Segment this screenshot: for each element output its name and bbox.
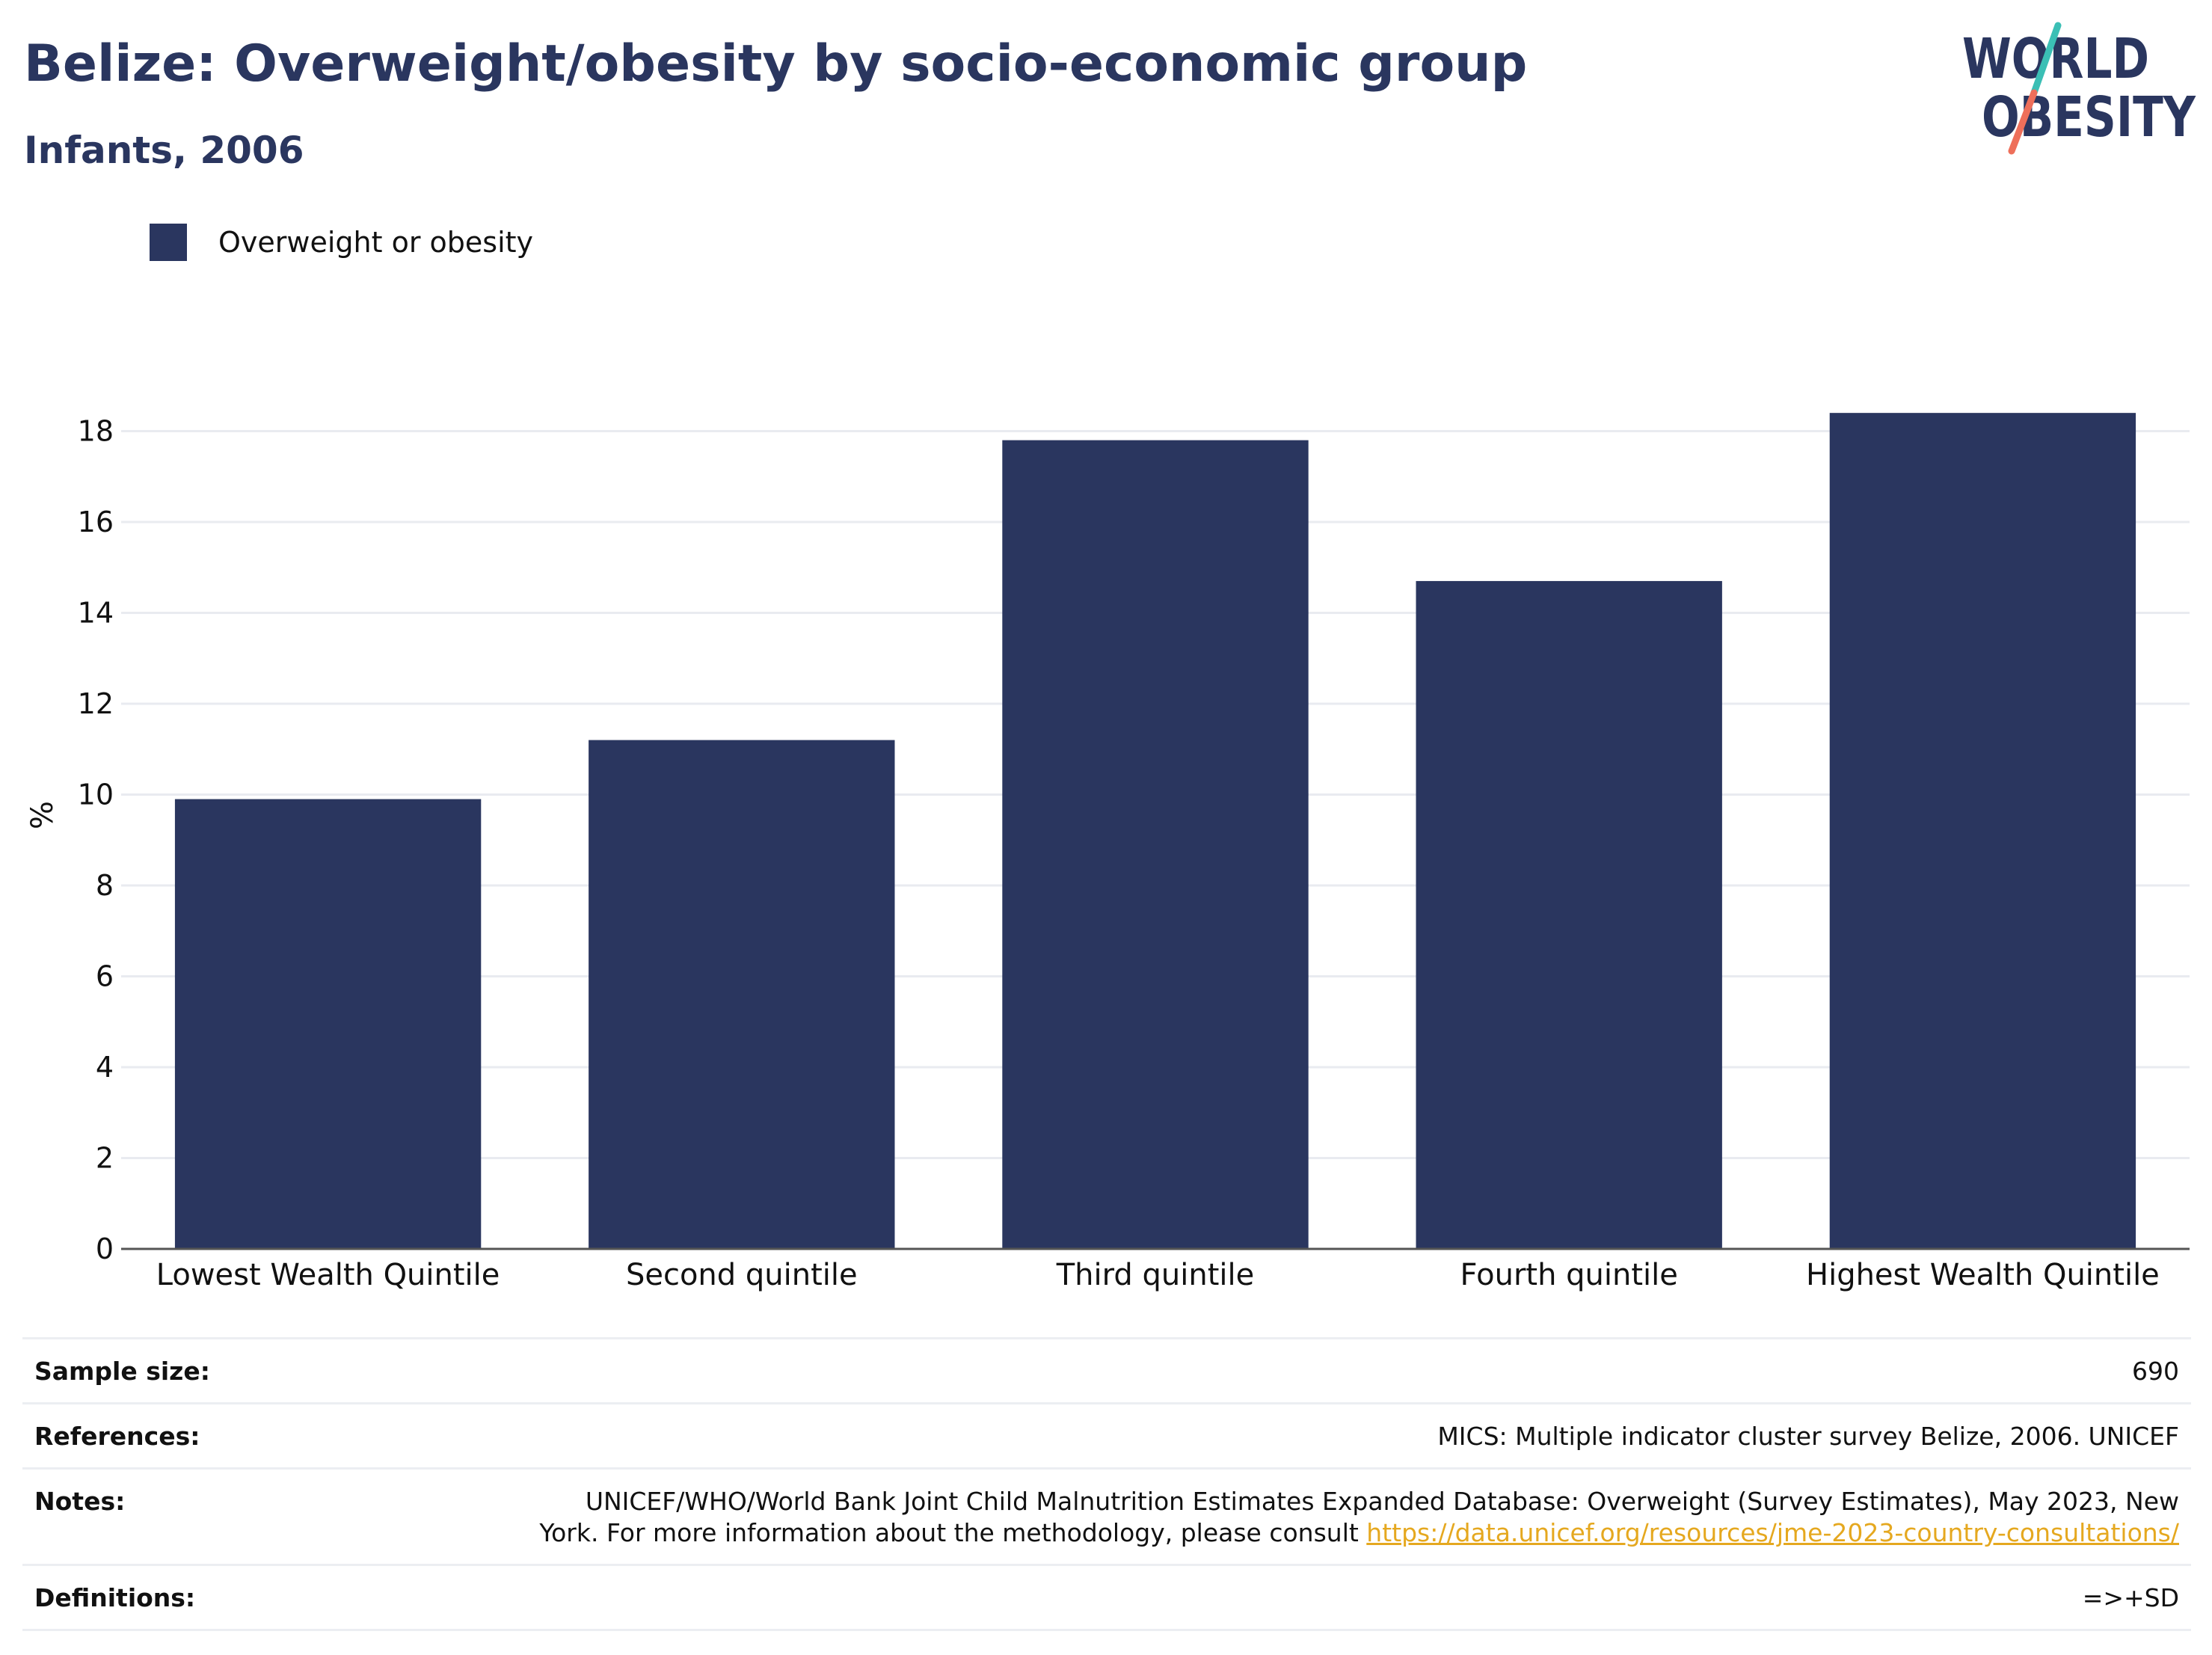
x-tick-label: Highest Wealth Quintile (1806, 1258, 2160, 1292)
metadata-table: Sample size: 690 References: MICS: Multi… (22, 1337, 2191, 1631)
y-tick-label: 2 (96, 1141, 114, 1174)
references-label: References: (34, 1422, 200, 1451)
references-value: MICS: Multiple indicator cluster survey … (1437, 1422, 2179, 1451)
y-tick-label: 12 (78, 687, 114, 720)
bar[interactable] (589, 740, 895, 1249)
x-tick-label: Lowest Wealth Quintile (156, 1258, 500, 1292)
sample-size-value: 690 (2132, 1357, 2179, 1386)
y-tick-label: 16 (78, 506, 114, 538)
sample-size-label: Sample size: (34, 1357, 210, 1386)
bar[interactable] (1829, 413, 2136, 1249)
references-row: References: MICS: Multiple indicator clu… (22, 1404, 2191, 1470)
y-tick-label: 10 (78, 778, 114, 811)
notes-value: UNICEF/WHO/World Bank Joint Child Malnut… (304, 1486, 2179, 1549)
chart-legend[interactable]: Overweight or obesity (150, 223, 533, 262)
axes: 0 2 4 6 8 10 12 14 16 18 Lowest Wealth Quintile Sec… (78, 414, 2190, 1292)
definitions-value: =>+SD (2082, 1583, 2179, 1612)
bar[interactable] (174, 799, 482, 1249)
x-tick-label: Fourth quintile (1460, 1258, 1678, 1292)
notes-text-line-1: UNICEF/WHO/World Bank Joint Child Malnut… (585, 1487, 2179, 1516)
y-tick-label: 6 (96, 959, 114, 992)
y-tick-label: 14 (78, 596, 114, 629)
world-obesity-logo: WORLD OBESITY (1962, 22, 2196, 155)
definitions-row: Definitions: =>+SD (22, 1566, 2191, 1631)
notes-text-line-2: York. For more information about the met… (539, 1518, 1367, 1547)
page-title: Belize: Overweight/obesity by socio-econ… (24, 34, 1528, 93)
legend-label: Overweight or obesity (218, 226, 534, 259)
y-tick-label: 0 (96, 1232, 114, 1265)
definitions-label: Definitions: (34, 1583, 196, 1612)
y-tick-label: 18 (78, 414, 114, 447)
bars (174, 413, 2136, 1249)
notes-row: Notes: UNICEF/WHO/World Bank Joint Child… (22, 1470, 2191, 1566)
x-tick-label: Third quintile (1056, 1258, 1254, 1292)
bar-chart: 0 2 4 6 8 10 12 14 16 18 Lowest Wealth Quintile Sec… (25, 413, 2190, 1292)
x-tick-label: Second quintile (626, 1258, 858, 1292)
logo-slash-top (2030, 22, 2062, 96)
bar[interactable] (1416, 580, 1722, 1249)
sample-size-row: Sample size: 690 (22, 1339, 2191, 1404)
bar[interactable] (1002, 440, 1309, 1249)
y-tick-label: 4 (96, 1051, 114, 1084)
notes-label: Notes: (34, 1487, 126, 1516)
y-tick-label: 8 (96, 869, 114, 902)
y-axis-label: % (25, 801, 60, 829)
methodology-link[interactable]: https://data.unicef.org/resources/jme-20… (1366, 1518, 2179, 1547)
legend-swatch (150, 224, 187, 261)
page-subtitle: Infants, 2006 (24, 129, 304, 172)
logo-slash-bottom (2008, 89, 2038, 155)
